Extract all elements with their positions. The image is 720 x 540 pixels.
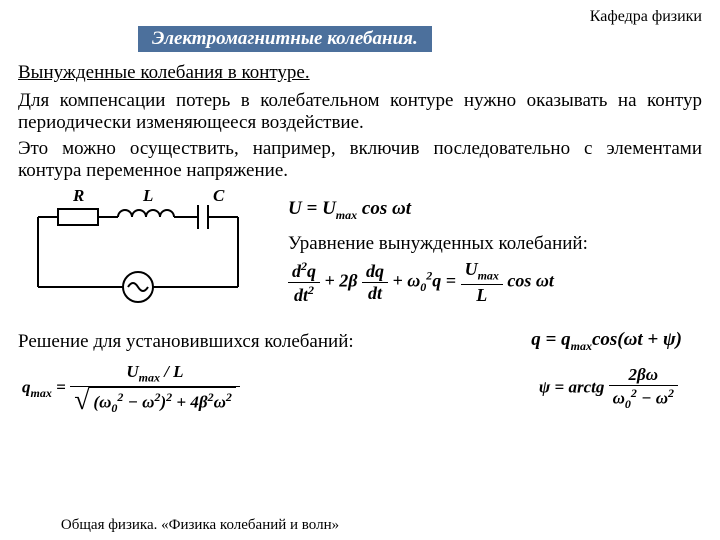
sub-heading: Вынужденные колебания в контуре. xyxy=(18,62,702,84)
right-equations: U = Umax cos ωt Уравнение вынужденных ко… xyxy=(288,198,588,306)
department-label: Кафедра физики xyxy=(590,8,702,26)
equation-psi: ψ = arctg 2βω ω02 − ω2 xyxy=(539,365,678,412)
slide-title: Электромагнитные колебания. xyxy=(138,26,432,52)
inductor-label: L xyxy=(142,187,153,205)
capacitor-label: C xyxy=(213,187,225,205)
paragraph-1: Для компенсации потерь в колебательном к… xyxy=(18,90,702,134)
paragraph-2: Это можно осуществить, например, включив… xyxy=(18,138,702,182)
equation-voltage: U = Umax cos ωt xyxy=(288,198,588,223)
solution-row: Решение для установившихся колебаний: q … xyxy=(18,329,702,354)
resistor-label: R xyxy=(72,187,84,205)
bottom-equations-row: qmax = Umax / L √(ω02 − ω2)2 + 4β2ω2 ψ =… xyxy=(18,362,702,415)
circuit-and-equations-row: R L C U = Umax cos ωt Уравнение вынужден… xyxy=(18,187,702,317)
eq-label-1: Уравнение вынужденных колебаний: xyxy=(288,233,588,255)
rlc-circuit-diagram: R L C xyxy=(18,187,268,317)
eq-label-2: Решение для установившихся колебаний: xyxy=(18,331,354,353)
equation-qmax: qmax = Umax / L √(ω02 − ω2)2 + 4β2ω2 xyxy=(22,362,240,415)
footer-text: Общая физика. «Физика колебаний и волн» xyxy=(30,517,370,534)
equation-diff: d2qdt2 + 2β dqdt + ω02q = UmaxL cos ωt xyxy=(288,259,588,306)
equation-solution: q = qmaxcos(ωt + ψ) xyxy=(531,329,682,354)
